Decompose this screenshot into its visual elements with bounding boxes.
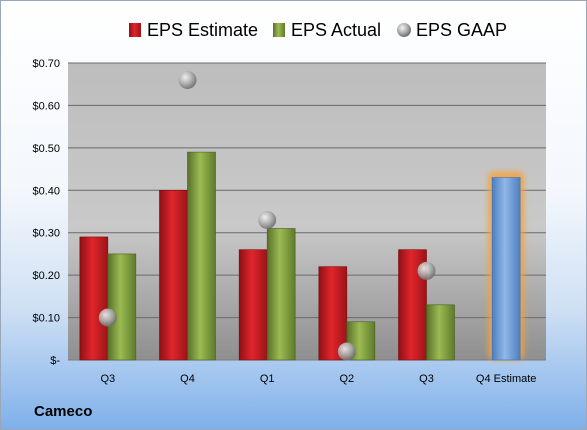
bar-eps-estimate	[79, 236, 109, 361]
bar-eps-actual	[426, 304, 455, 361]
y-tick-label: $0.60	[32, 100, 60, 112]
bar-eps-forecast	[491, 177, 521, 361]
bar-eps-actual	[266, 228, 296, 361]
x-tick-label: Q4	[180, 373, 195, 385]
point-eps-gaap	[417, 261, 436, 280]
legend-marker-eps-actual	[273, 23, 285, 37]
legend-label: EPS GAAP	[416, 20, 507, 40]
point-eps-gaap	[337, 342, 356, 361]
y-tick-label: $0.70	[32, 58, 60, 70]
point-eps-gaap	[258, 210, 277, 229]
legend-marker-eps-gaap	[397, 23, 411, 37]
plot-background	[68, 63, 546, 360]
y-tick-label: $0.10	[32, 313, 60, 325]
company-name: Cameco	[34, 403, 93, 420]
plot-area: $- $0.10 $0.20 $0.30 $0.40 $0.50 $0.60 $0.70 Q3 Q…	[32, 58, 546, 385]
y-tick-label: $0.50	[32, 143, 60, 155]
y-tick-label: $0.20	[32, 270, 60, 282]
y-tick-label: $-	[50, 355, 60, 367]
bar-eps-estimate	[159, 189, 188, 361]
x-tick-label: Q2	[339, 373, 354, 385]
bar-eps-actual	[187, 151, 216, 361]
point-eps-gaap	[178, 70, 197, 89]
y-tick-label: $0.30	[32, 228, 60, 240]
legend: EPS Estimate EPS Actual EPS GAAP	[129, 20, 507, 40]
legend-marker-eps-estimate	[129, 23, 141, 37]
y-tick-label: $0.40	[32, 185, 60, 197]
bar-eps-actual	[107, 253, 137, 361]
point-eps-gaap	[98, 308, 117, 327]
bar-eps-estimate	[238, 249, 268, 361]
x-tick-label: Q1	[260, 373, 275, 385]
legend-label: EPS Actual	[291, 20, 381, 40]
x-tick-label: Q3	[419, 373, 434, 385]
x-tick-label: Q3	[100, 373, 115, 385]
x-tick-label: Q4 Estimate	[476, 373, 537, 385]
legend-label: EPS Estimate	[147, 20, 258, 40]
